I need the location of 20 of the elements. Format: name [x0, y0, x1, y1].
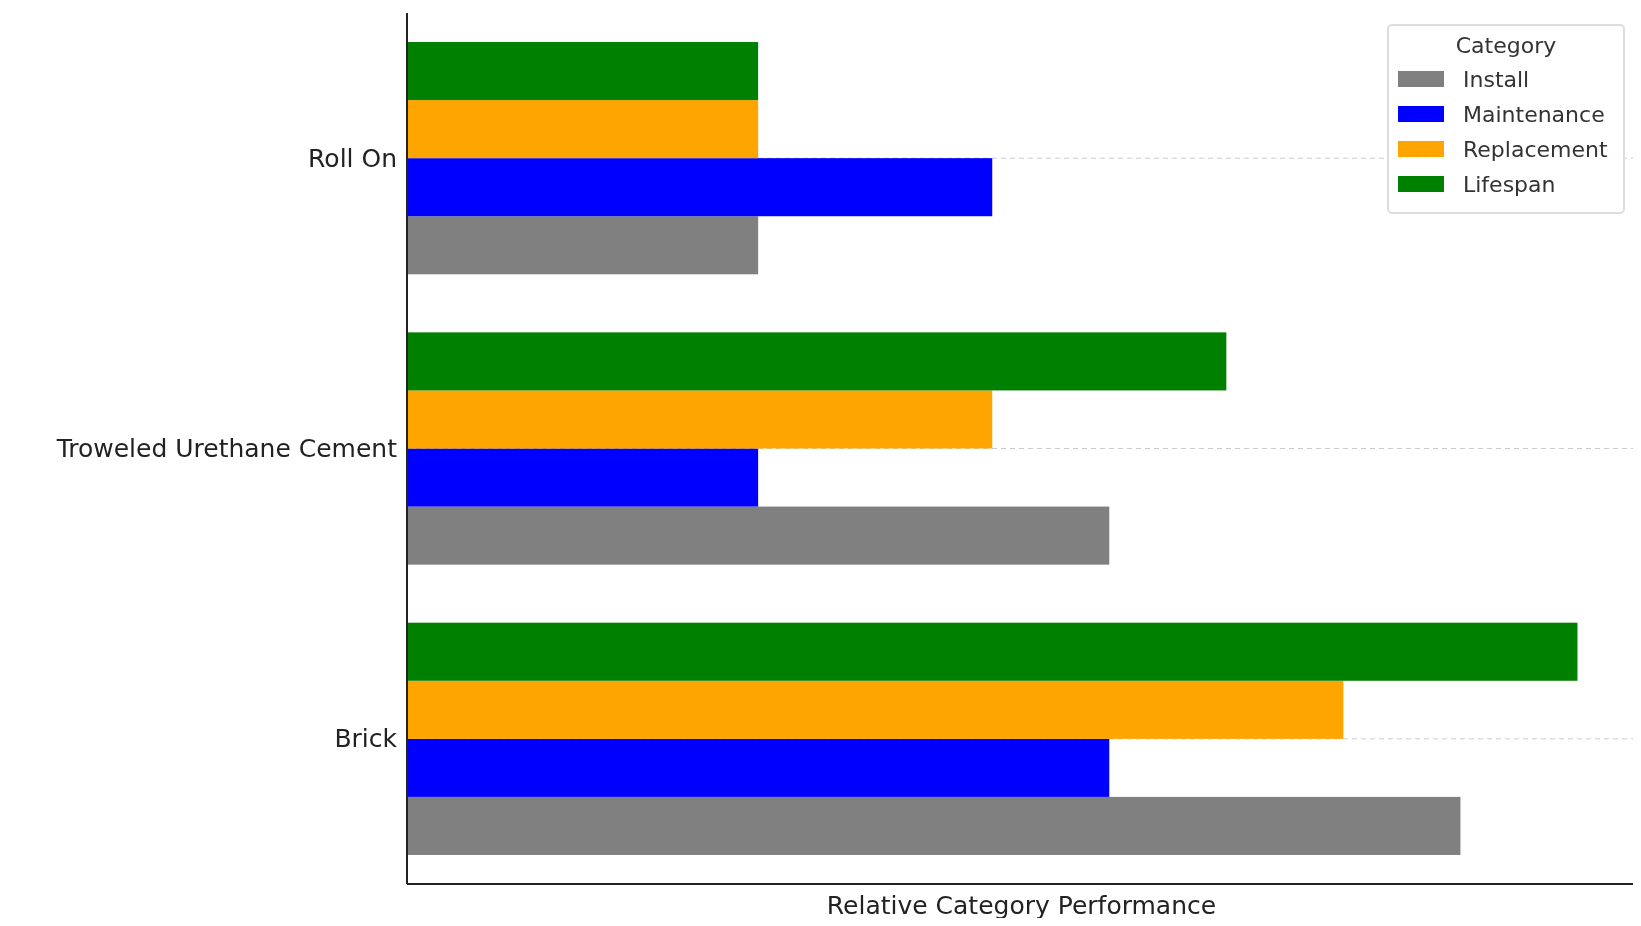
legend-label: Maintenance — [1463, 101, 1605, 127]
bar — [407, 100, 759, 159]
bar — [407, 158, 993, 217]
legend-label: Lifespan — [1463, 171, 1556, 197]
bar — [407, 680, 1344, 739]
bar — [407, 506, 1110, 565]
y-tick-label: Brick — [334, 724, 398, 754]
bar — [407, 738, 1110, 797]
bar — [407, 622, 1578, 681]
bar — [407, 448, 759, 507]
bar — [407, 216, 759, 275]
legend-label: Replacement — [1463, 136, 1608, 162]
bar — [407, 332, 1227, 391]
y-tick-label: Troweled Urethane Cement — [55, 434, 398, 463]
legend-title: Category — [1455, 32, 1557, 58]
bar — [407, 42, 759, 101]
bar — [407, 390, 993, 449]
y-tick-label: Roll On — [308, 143, 397, 173]
bar — [407, 796, 1461, 855]
legend-label: Install — [1463, 66, 1530, 92]
